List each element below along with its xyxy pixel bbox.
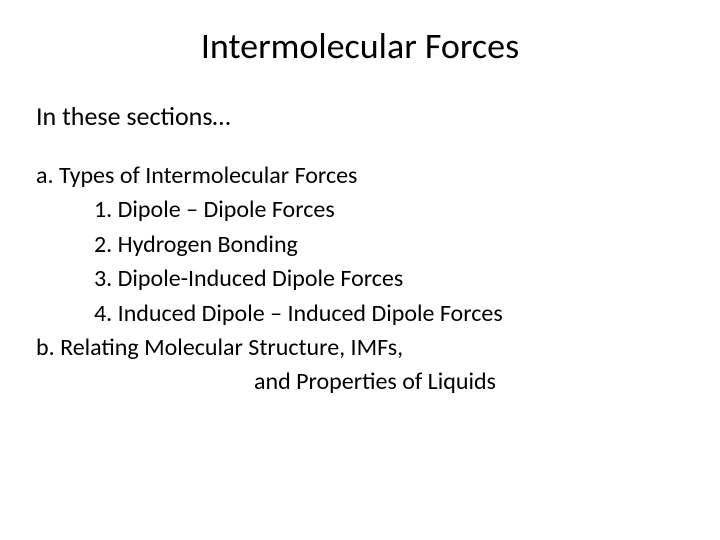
slide-title: Intermolecular Forces bbox=[36, 24, 684, 68]
section-a-heading: a. Types of Intermolecular Forces bbox=[36, 160, 684, 192]
list-item: 3. Dipole-Induced Dipole Forces bbox=[94, 263, 684, 295]
list-item: 4. Induced Dipole – Induced Dipole Force… bbox=[94, 298, 684, 330]
list-item: 1. Dipole – Dipole Forces bbox=[94, 194, 684, 226]
section-a-list: 1. Dipole – Dipole Forces 2. Hydrogen Bo… bbox=[36, 194, 684, 330]
section-b-line2: and Properties of Liquids bbox=[36, 366, 684, 398]
section-b-line1: b. Relating Molecular Structure, IMFs, bbox=[36, 332, 684, 364]
list-item: 2. Hydrogen Bonding bbox=[94, 229, 684, 261]
slide-subtitle: In these sections… bbox=[36, 100, 684, 132]
slide-content: a. Types of Intermolecular Forces 1. Dip… bbox=[36, 160, 684, 399]
